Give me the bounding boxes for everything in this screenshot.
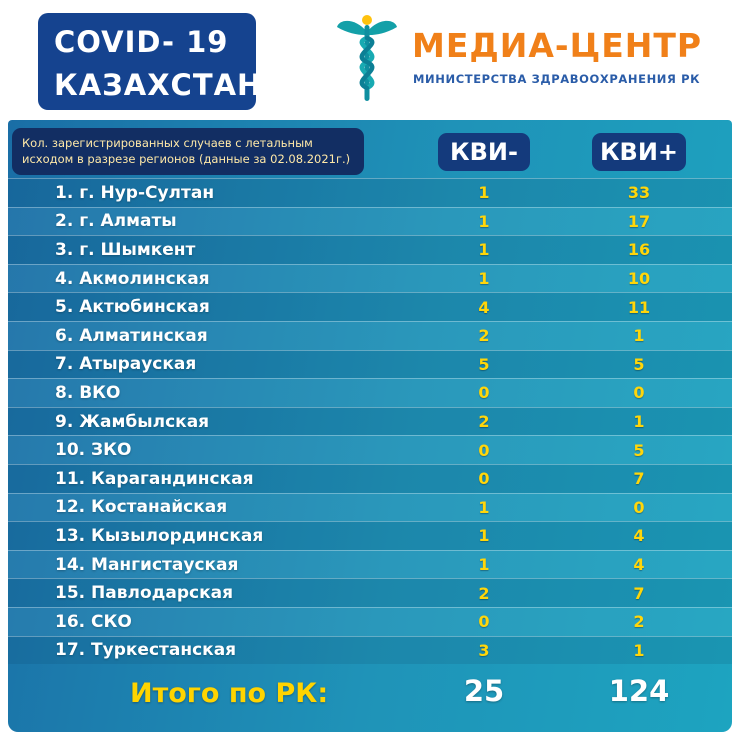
table-caption: Кол. зарегистрированных случаев с леталь…	[12, 128, 364, 175]
kvi-plus-value: 5	[633, 354, 645, 374]
kvi-minus-value: 1	[478, 269, 490, 289]
table-rows: 1. г. Нур-Султан 1 33 2. г. Алматы 1 17 …	[8, 178, 732, 665]
kvi-minus-value: 1	[478, 211, 490, 231]
table-row: 8. ВКО 0 0	[8, 378, 732, 407]
kvi-plus-value: 33	[627, 183, 651, 203]
kvi-plus-value: 7	[633, 469, 645, 489]
kvi-minus-value: 0	[478, 383, 490, 403]
kvi-plus-value: 1	[633, 326, 645, 346]
kvi-plus-value: 11	[627, 297, 651, 317]
kvi-plus-value: 7	[633, 583, 645, 603]
table-caption-line2: исходом в разрезе регионов (данные за 02…	[22, 151, 351, 166]
kvi-plus-value: 17	[627, 211, 651, 231]
ministry-subtitle: МИНИСТЕРСТВА ЗДРАВООХРАНЕНИЯ РК	[413, 72, 701, 86]
table-row: 9. Жамбылская 2 1	[8, 406, 732, 436]
kvi-minus-value: 2	[478, 326, 490, 346]
media-center-title: МЕДИА-ЦЕНТР	[412, 26, 703, 65]
region-label: 4. Акмолинская	[55, 268, 210, 289]
total-kvi-plus: 124	[608, 674, 670, 708]
table-row: 12. Костанайская 1 0	[8, 492, 732, 522]
kvi-plus-value: 16	[627, 240, 651, 260]
column-header-kvi-plus: КВИ+	[592, 133, 686, 171]
table-row: 4. Акмолинская 1 10	[8, 263, 732, 293]
kvi-minus-value: 2	[478, 412, 490, 432]
region-label: 15. Павлодарская	[55, 583, 233, 604]
caduceus-logo-icon	[335, 12, 399, 108]
region-label: 10. ЗКО	[55, 440, 132, 461]
table-row: 16. СКО 0 2	[8, 606, 732, 636]
kvi-plus-value: 10	[627, 269, 651, 289]
total-kvi-minus: 25	[463, 674, 505, 708]
kvi-plus-value: 1	[633, 640, 645, 660]
region-label: 3. г. Шымкент	[55, 239, 196, 260]
table-row: 15. Павлодарская 2 7	[8, 578, 732, 607]
table-row: 7. Атырауская 5 5	[8, 349, 732, 379]
covid-title-line1: COVID- 19	[54, 25, 229, 59]
kvi-minus-value: 0	[478, 440, 490, 460]
region-label: 6. Алматинская	[55, 325, 208, 346]
kvi-minus-value: 1	[478, 240, 490, 260]
kvi-minus-value: 4	[478, 297, 490, 317]
kvi-plus-value: 2	[633, 612, 645, 632]
kvi-minus-value: 2	[478, 583, 490, 603]
table-row: 10. ЗКО 0 5	[8, 435, 732, 464]
region-label: 5. Актюбинская	[55, 297, 210, 318]
kvi-plus-value: 0	[633, 383, 645, 403]
region-label: 1. г. Нур-Султан	[55, 182, 215, 203]
table-row: 13. Кызылординская 1 4	[8, 521, 732, 550]
region-label: 12. Костанайская	[55, 497, 228, 518]
column-header-kvi-minus: КВИ-	[438, 133, 530, 171]
table-caption-line1: Кол. зарегистрированных случаев с леталь…	[22, 136, 313, 150]
kvi-plus-value: 0	[633, 497, 645, 517]
kvi-plus-value: 4	[633, 526, 645, 546]
table-row: 3. г. Шымкент 1 16	[8, 235, 732, 264]
region-label: 17. Туркестанская	[55, 640, 237, 661]
table-row: 2. г. Алматы 1 17	[8, 206, 732, 236]
kvi-plus-value: 1	[633, 412, 645, 432]
table-row: 11. Карагандинская 0 7	[8, 463, 732, 493]
total-label: Итого по РК:	[130, 678, 329, 709]
region-label: 9. Жамбылская	[55, 411, 210, 432]
kvi-minus-value: 1	[478, 183, 490, 203]
kvi-minus-value: 0	[478, 612, 490, 632]
kvi-minus-value: 3	[478, 640, 490, 660]
region-label: 13. Кызылординская	[55, 525, 264, 546]
kvi-minus-value: 1	[478, 526, 490, 546]
kvi-minus-value: 1	[478, 555, 490, 575]
kvi-minus-value: 5	[478, 354, 490, 374]
region-label: 8. ВКО	[55, 382, 121, 403]
kvi-plus-value: 4	[633, 555, 645, 575]
covid-title-line2: КАЗАХСТАН	[54, 68, 263, 102]
region-label: 16. СКО	[55, 611, 132, 632]
table-row: 14. Мангистауская 1 4	[8, 549, 732, 579]
region-label: 11. Карагандинская	[55, 468, 254, 489]
kvi-minus-value: 1	[478, 497, 490, 517]
covid-title-box: COVID- 19 КАЗАХСТАН	[38, 13, 263, 110]
data-panel: Кол. зарегистрированных случаев с леталь…	[8, 120, 732, 732]
kvi-plus-value: 5	[633, 440, 645, 460]
region-label: 2. г. Алматы	[55, 211, 177, 232]
region-label: 14. Мангистауская	[55, 554, 239, 575]
table-row: 1. г. Нур-Султан 1 33	[8, 178, 732, 207]
table-row: 6. Алматинская 2 1	[8, 320, 732, 350]
kvi-minus-value: 0	[478, 469, 490, 489]
table-row: 5. Актюбинская 4 11	[8, 292, 732, 321]
table-row: 17. Туркестанская 3 1	[8, 635, 732, 665]
region-label: 7. Атырауская	[55, 354, 197, 375]
